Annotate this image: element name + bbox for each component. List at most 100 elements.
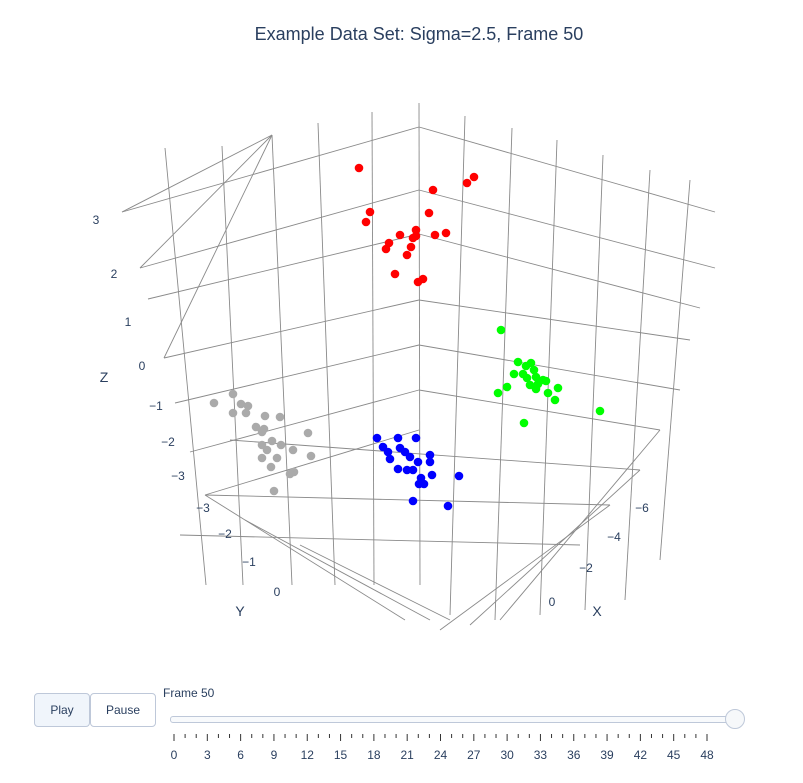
data-point (228, 389, 238, 399)
grid-line (204, 494, 406, 621)
grid-line (418, 233, 701, 309)
data-point (529, 365, 539, 375)
data-point (496, 325, 506, 335)
z-tick-label: 0 (139, 359, 146, 373)
z-tick-label: 1 (125, 315, 132, 329)
grid-line (439, 504, 611, 631)
data-point (413, 277, 423, 287)
play-button[interactable]: Play (34, 693, 90, 727)
z-axis-title: Z (100, 369, 109, 385)
data-point (272, 453, 282, 463)
data-point (425, 457, 435, 467)
grid-lines (121, 102, 716, 631)
data-point (553, 383, 563, 393)
data-point (454, 471, 464, 481)
data-point (257, 427, 267, 437)
grid-line (139, 189, 420, 269)
x-tick-label: −4 (607, 530, 621, 544)
grid-line (174, 344, 420, 404)
z-tick-label: −1 (149, 399, 163, 413)
data-point (306, 451, 316, 461)
slider-tick-label: 30 (500, 748, 514, 762)
x-axis-title: X (592, 603, 602, 619)
data-point (526, 358, 536, 368)
chart-title: Example Data Set: Sigma=2.5, Frame 50 (254, 24, 584, 44)
data-point (408, 465, 418, 475)
slider-tick-label: 6 (237, 748, 244, 762)
data-point (395, 230, 405, 240)
grid-line (271, 134, 293, 586)
grid-line (449, 115, 466, 616)
slider-tick-label: 21 (401, 748, 415, 762)
data-point (402, 250, 412, 260)
data-point (513, 357, 523, 367)
y-tick-label: 0 (274, 585, 281, 599)
data-point (243, 401, 253, 411)
data-point (241, 408, 251, 418)
data-point (411, 231, 421, 241)
data-point (531, 372, 541, 382)
data-point (276, 440, 286, 450)
x-tick-label: 0 (549, 595, 556, 609)
data-point (275, 412, 285, 422)
slider-ticks: 0 3 6 9 12 15 18 21 24 27 30 33 36 39 42 45 48 (171, 734, 714, 762)
data-point (430, 230, 440, 240)
grid-line (204, 429, 420, 496)
slider-tick-label: 0 (171, 748, 178, 762)
data-point (550, 395, 560, 405)
y-tick-label: −2 (218, 527, 232, 541)
slider-tick-label: 18 (367, 748, 381, 762)
grid-line (624, 169, 651, 601)
pause-button[interactable]: Pause (90, 693, 156, 727)
grid-line (244, 519, 431, 621)
grid-line (204, 494, 611, 506)
grid-line (418, 299, 691, 341)
data-point (522, 373, 532, 383)
slider-tick-label: 33 (534, 748, 548, 762)
z-tick-label: −3 (171, 469, 185, 483)
data-point (393, 464, 403, 474)
data-point (303, 428, 313, 438)
grid-line (299, 544, 451, 621)
grid-line (418, 126, 716, 213)
data-point (383, 447, 393, 457)
slider-tick-label: 9 (271, 748, 278, 762)
data-point (393, 433, 403, 443)
grid-line (221, 145, 244, 586)
grid-line (121, 126, 420, 213)
data-point (441, 228, 451, 238)
data-point (405, 452, 415, 462)
data-point (419, 479, 429, 489)
data-point (288, 445, 298, 455)
data-point (411, 225, 421, 235)
data-point (209, 398, 219, 408)
grid-line (418, 189, 716, 269)
data-point (519, 418, 529, 428)
data-point (469, 172, 479, 182)
data-point (502, 382, 512, 392)
data-point (262, 445, 272, 455)
data-point (402, 465, 412, 475)
data-point (413, 457, 423, 467)
data-point (372, 433, 382, 443)
grid-line (584, 154, 604, 611)
data-point (260, 411, 270, 421)
y-tick-label: −3 (196, 501, 210, 515)
data-point (251, 422, 261, 432)
data-point (257, 453, 267, 463)
frame-slider-handle[interactable] (725, 709, 745, 729)
data-point (228, 408, 238, 418)
data-point (406, 242, 416, 252)
data-point (408, 496, 418, 506)
z-tick-label: 3 (93, 213, 100, 227)
data-points (209, 163, 605, 511)
3d-scene[interactable]: 3 2 1 0 −1 −2 −3 0 −1 −2 −3 0 −2 −4 −6 Z Y X (0, 0, 803, 680)
data-point (424, 208, 434, 218)
frame-slider-rail[interactable] (170, 716, 737, 723)
grid-line (163, 299, 420, 359)
data-point (269, 486, 279, 496)
grid-line (121, 134, 273, 213)
data-point (493, 388, 503, 398)
slider-tick-label: 48 (700, 748, 714, 762)
data-point (236, 399, 246, 409)
